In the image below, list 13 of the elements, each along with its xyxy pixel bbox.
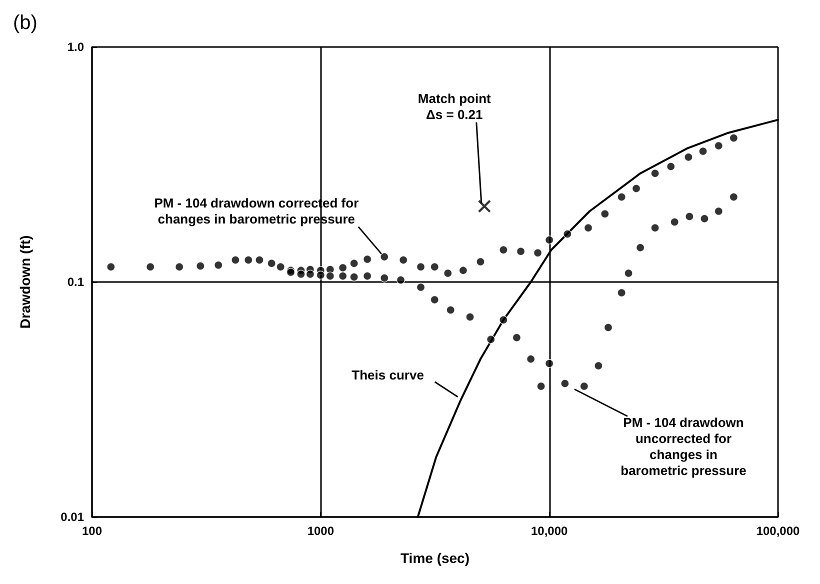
x-tick-label: 100: [82, 524, 102, 538]
x-tick-label: 100,000: [756, 524, 800, 538]
y-tick-label: 0.01: [60, 510, 84, 524]
y-axis-title: Drawdown (ft): [17, 235, 33, 329]
annotation: Match point Δs = 0.21: [418, 90, 492, 122]
annotation: Theis curve: [352, 367, 424, 382]
x-axis-title: Time (sec): [400, 550, 470, 566]
x-tick-label: 1000: [307, 524, 334, 538]
y-tick-label: 1.0: [67, 40, 84, 54]
annotation: PM - 104 drawdown uncorrected for changes in barometric pressure: [620, 414, 746, 478]
chart-title: (b): [13, 12, 38, 34]
x-tick-label: 10,000: [530, 524, 568, 538]
y-tick-label: 0.1: [67, 275, 84, 289]
